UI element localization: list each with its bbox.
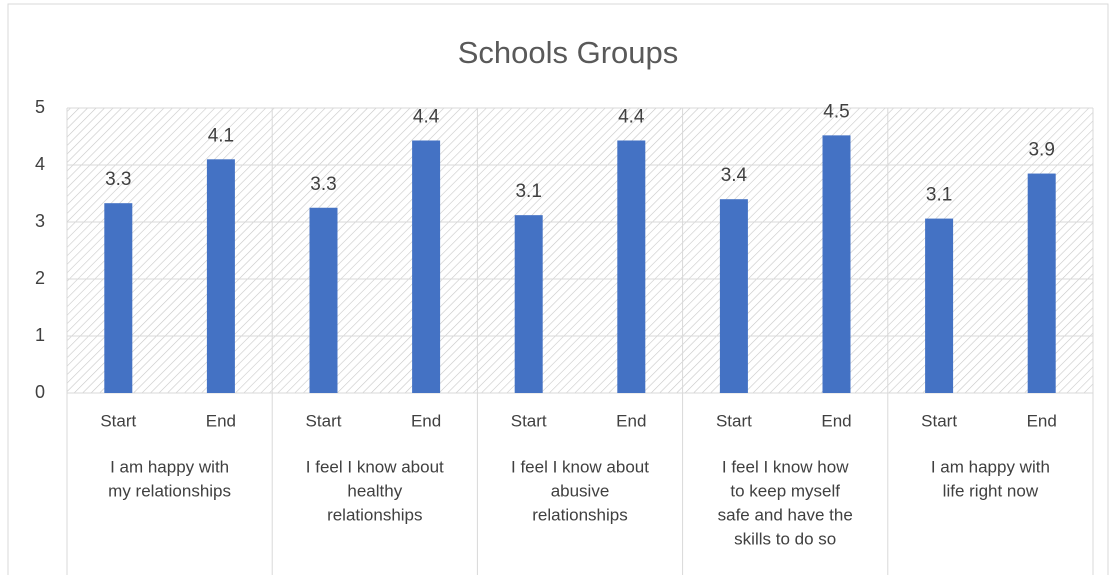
y-tick-label: 4 bbox=[35, 154, 45, 174]
data-label: 3.3 bbox=[310, 174, 336, 195]
group-label: skills to do so bbox=[734, 529, 836, 548]
data-label: 4.1 bbox=[208, 125, 234, 146]
chart-title: Schools Groups bbox=[458, 35, 679, 70]
x-tick-label: Start bbox=[921, 411, 957, 430]
x-tick-label: Start bbox=[306, 411, 342, 430]
group-label: my relationships bbox=[108, 481, 231, 500]
x-tick-label: Start bbox=[100, 411, 136, 430]
data-label: 3.9 bbox=[1028, 140, 1054, 161]
group-label: healthy bbox=[347, 481, 402, 500]
group-label: life right now bbox=[943, 481, 1039, 500]
y-tick-label: 3 bbox=[35, 211, 45, 231]
y-tick-label: 1 bbox=[35, 325, 45, 345]
bar bbox=[719, 199, 748, 393]
group-label: I am happy with bbox=[931, 457, 1050, 476]
group-label: abusive bbox=[551, 481, 610, 500]
group-label: relationships bbox=[327, 505, 422, 524]
plot-area bbox=[67, 108, 1093, 393]
group-label: I am happy with bbox=[110, 457, 229, 476]
group-label: safe and have the bbox=[718, 505, 853, 524]
bar bbox=[412, 140, 441, 393]
x-tick-label: End bbox=[821, 411, 851, 430]
group-label: to keep myself bbox=[730, 481, 840, 500]
group-label: I feel I know how bbox=[722, 457, 849, 476]
bar bbox=[925, 218, 954, 393]
data-label: 3.3 bbox=[105, 169, 131, 190]
bar bbox=[104, 203, 133, 393]
y-tick-label: 2 bbox=[35, 268, 45, 288]
x-tick-label: End bbox=[411, 411, 441, 430]
x-tick-label: Start bbox=[511, 411, 547, 430]
bar bbox=[822, 135, 851, 394]
data-label: 3.1 bbox=[515, 181, 541, 202]
data-label: 4.5 bbox=[823, 101, 849, 122]
x-tick-label: End bbox=[616, 411, 646, 430]
x-tick-label: End bbox=[206, 411, 236, 430]
data-label: 4.4 bbox=[413, 107, 440, 128]
bar bbox=[206, 159, 235, 393]
data-label: 3.4 bbox=[721, 165, 748, 186]
x-tick-label: End bbox=[1027, 411, 1057, 430]
x-tick-label: Start bbox=[716, 411, 752, 430]
group-label: I feel I know about bbox=[511, 457, 649, 476]
data-label: 3.1 bbox=[926, 185, 952, 206]
bar bbox=[1027, 173, 1056, 393]
bar bbox=[309, 207, 338, 393]
bar bbox=[514, 215, 543, 393]
bar bbox=[617, 140, 646, 393]
data-label: 4.4 bbox=[618, 107, 645, 128]
y-tick-label: 5 bbox=[35, 97, 45, 117]
group-label: relationships bbox=[532, 505, 627, 524]
y-tick-label: 0 bbox=[35, 382, 45, 402]
group-label: I feel I know about bbox=[306, 457, 444, 476]
